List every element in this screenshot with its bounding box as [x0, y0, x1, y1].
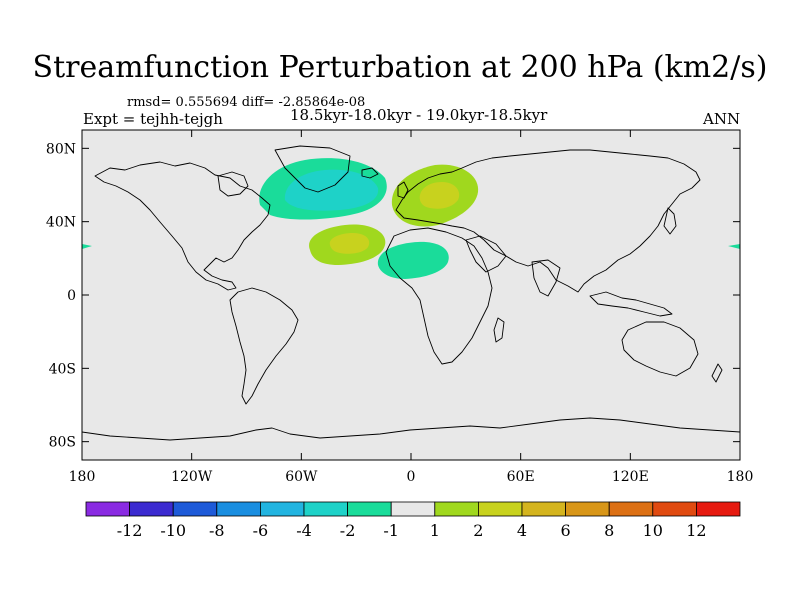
north-africa-low — [377, 241, 449, 279]
y-tick: 40S — [49, 361, 740, 377]
colorbar-swatch — [216, 501, 261, 517]
x-axis-ticks: 180 120W 60W 0 60E 120E 180 — [69, 130, 754, 485]
coast-antarctica — [82, 417, 740, 441]
coast-south-america — [229, 287, 299, 405]
x-tick: 180 — [69, 130, 96, 485]
coast-southeast-asia-islands — [589, 291, 673, 317]
coast-india — [531, 259, 561, 297]
y-tick-label: 40S — [49, 361, 76, 377]
x-tick: 0 — [407, 130, 416, 485]
x-tick: 180 — [727, 130, 754, 485]
x-tick-label: 180 — [69, 469, 96, 485]
x-tick-label: 60W — [285, 469, 318, 485]
colorbar-swatch — [85, 501, 130, 517]
x-tick: 60E — [507, 130, 535, 485]
colorbar-label: 1 — [430, 521, 440, 540]
colorbar: -12 -10 -8 -6 -4 -2 -1 1 2 4 6 8 10 12 — [85, 501, 741, 540]
coast-australia — [621, 321, 699, 377]
x-tick: 60W — [285, 130, 318, 485]
colorbar-swatch — [652, 501, 697, 517]
colorbar-label: -1 — [383, 521, 399, 540]
colorbar-label: 2 — [473, 521, 483, 540]
colorbar-label: -6 — [253, 521, 269, 540]
coast-africa — [385, 227, 493, 365]
coast-madagascar — [493, 317, 505, 343]
colorbar-label: 8 — [604, 521, 614, 540]
y-tick-label: 80N — [46, 141, 76, 157]
y-tick-label: 80S — [49, 435, 76, 451]
season-label: ANN — [703, 110, 741, 128]
colorbar-label: -10 — [160, 521, 186, 540]
x-tick: 120W — [171, 130, 213, 485]
period-label: 18.5kyr-18.0kyr - 19.0kyr-18.5kyr — [290, 106, 548, 124]
colorbar-label: -8 — [209, 521, 225, 540]
coast-new-zealand — [711, 363, 723, 383]
colorbar-label: -12 — [117, 521, 143, 540]
y-tick-label: 40N — [46, 215, 76, 231]
y-tick: 0 — [67, 288, 740, 304]
coast-hudson-bay — [217, 171, 249, 197]
x-tick: 120E — [612, 130, 649, 485]
x-tick-label: 0 — [407, 469, 416, 485]
x-tick-label: 60E — [507, 469, 535, 485]
colorbar-swatch — [696, 501, 741, 517]
experiment-label: Expt = tejhh-tejgh — [83, 110, 223, 128]
colorbar-swatch — [390, 501, 436, 517]
coast-british-isles — [397, 181, 409, 199]
europe-high — [391, 164, 479, 227]
colorbar-label: 12 — [686, 521, 706, 540]
colorbar-swatch — [565, 501, 610, 517]
y-axis-ticks: 80N 40N 0 40S 80S — [46, 141, 740, 451]
coastlines — [82, 145, 740, 441]
colorbar-swatch — [434, 501, 479, 517]
y-tick-label: 0 — [67, 288, 76, 304]
colorbar-swatch — [129, 501, 174, 517]
y-tick: 80S — [49, 435, 740, 451]
colorbar-label: 6 — [561, 521, 571, 540]
coast-arabia — [465, 235, 507, 273]
stats-line: rmsd= 0.555694 diff= -2.85864e-08 — [127, 95, 366, 110]
colorbar-label: 4 — [517, 521, 527, 540]
y-tick: 80N — [46, 141, 740, 157]
colorbar-swatch — [303, 501, 348, 517]
colorbar-swatch — [521, 501, 566, 517]
x-tick-label: 120E — [612, 469, 649, 485]
coast-japan — [663, 207, 677, 235]
colorbar-swatch — [172, 501, 218, 517]
colorbar-label: -4 — [296, 521, 312, 540]
plot-title: Streamfunction Perturbation at 200 hPa (… — [32, 50, 768, 85]
coast-eurasia — [395, 149, 701, 293]
subtropical-high — [309, 224, 386, 265]
colorbar-label: -2 — [340, 521, 356, 540]
y-tick: 40N — [46, 215, 740, 231]
x-tick-label: 120W — [171, 469, 213, 485]
coast-north-america — [94, 161, 271, 291]
colorbar-swatch — [259, 501, 305, 517]
colorbar-swatch — [608, 501, 654, 517]
coast-iceland — [361, 167, 379, 179]
coast-greenland — [274, 145, 351, 193]
colorbar-swatch — [347, 501, 392, 517]
colorbar-label: 10 — [643, 521, 663, 540]
pacific-edge-patches — [82, 244, 740, 249]
colorbar-swatch — [477, 501, 523, 517]
x-tick-label: 180 — [727, 469, 754, 485]
